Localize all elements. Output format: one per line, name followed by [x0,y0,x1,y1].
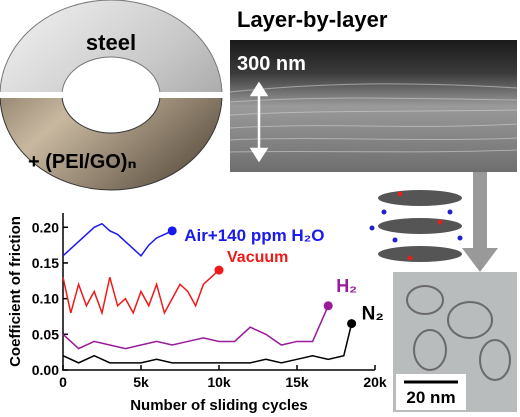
end-marker [347,319,357,329]
series-line [62,305,329,350]
end-marker [323,301,333,311]
x-tick-label: 0 [59,374,67,390]
y-tick-label: 0.05 [32,326,59,342]
y-tick-label: 0.20 [32,219,59,235]
x-axis-label: Number of sliding cycles [130,397,308,414]
series-label: H₂ [336,276,357,296]
series-line [62,323,353,364]
coated-label: + (PEI/GO)ₙ [28,151,137,173]
y-axis-label: Coefficient of friction [7,216,24,367]
steel-label: steel [86,30,136,55]
sem-image [230,40,517,172]
down-arrow [462,172,498,272]
sem-scale: 300 nm [237,53,306,75]
x-tick-label: 15k [285,374,309,390]
series-line [62,222,173,257]
coated-disk [0,98,223,191]
x-tick-label: 10k [207,374,231,390]
steel-disk [0,0,223,92]
tem-scale-box [396,374,466,410]
panel-title: Layer-by-layer [237,7,388,32]
series-label: N₂ [362,304,384,325]
y-tick-label: 0.00 [32,362,59,378]
end-marker [214,265,224,275]
x-tick-label: 20k [363,374,387,390]
tem-features [406,285,511,381]
series-label: Vacuum [227,249,288,266]
graphene-model [369,190,463,262]
series-label: Air+140 ppm H₂O [184,226,324,245]
end-marker [167,226,177,236]
thickness-arrow [249,81,269,163]
series-line [62,269,220,316]
tem-scale: 20 nm [406,388,455,407]
y-tick-label: 0.15 [32,255,59,271]
y-tick-label: 0.10 [32,291,59,307]
x-tick-label: 5k [133,374,149,390]
